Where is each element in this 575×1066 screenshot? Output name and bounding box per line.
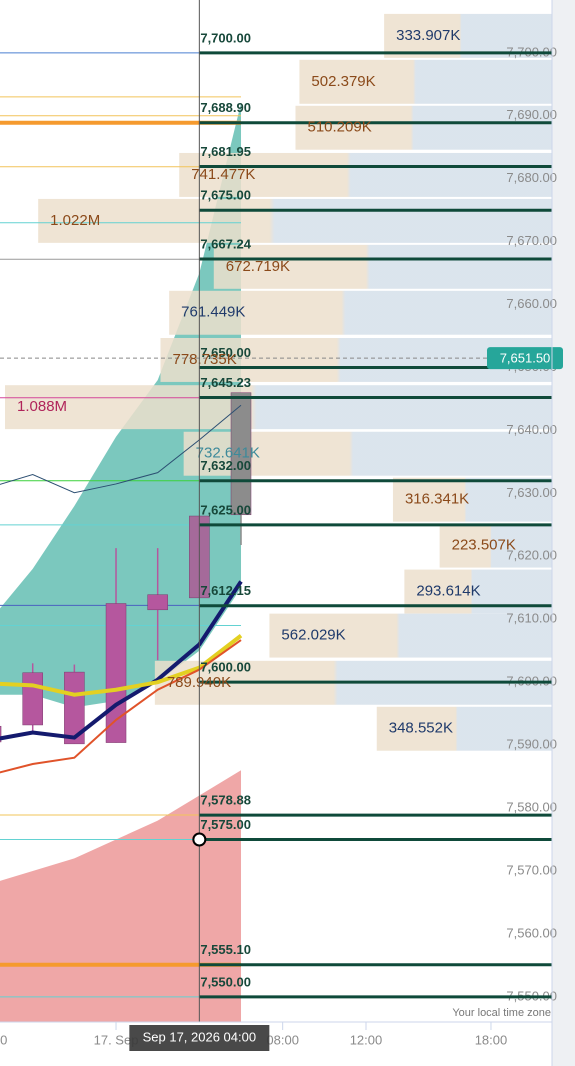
right-margin <box>552 0 575 1066</box>
x-tick-label: 12:00 <box>350 1032 383 1047</box>
candle-body <box>230 392 252 516</box>
volume-label: 1.022M <box>50 212 100 229</box>
y-tick-label: 7,660.00 <box>506 296 557 311</box>
level-label: 7,681.95 <box>200 144 251 159</box>
overlay: 7,550.00 7,560.00 7,570.00 7,580.00 7,590.00… <box>0 0 563 1066</box>
y-tick-label: 7,690.00 <box>506 107 557 122</box>
x-tick-label: 08:00 <box>266 1032 299 1047</box>
level-label: 7,575.00 <box>200 817 251 832</box>
y-tick-label: 7,630.00 <box>506 485 557 500</box>
level-label: 7,650.00 <box>200 345 251 360</box>
level-label: 7,667.24 <box>200 236 251 251</box>
volume-label: 502.379K <box>311 73 375 90</box>
volume-bar <box>299 59 552 104</box>
volume-label: 562.029K <box>281 627 345 644</box>
volume-bar <box>392 477 552 522</box>
crosshair-label: Sep 17, 2026 04:00 <box>143 1029 257 1044</box>
crosshair-point <box>192 832 207 847</box>
y-tick-label: 7,580.00 <box>506 799 557 814</box>
y-tick-label: 7,590.00 <box>506 737 557 752</box>
volume-bar <box>384 13 552 58</box>
current-price-label: 7,651.50 <box>500 351 551 366</box>
volume-bar <box>269 613 552 658</box>
x-tick-label: 20:00 <box>0 1032 7 1047</box>
volume-bar <box>5 385 552 430</box>
x-axis-area <box>0 1022 552 1066</box>
plot-area <box>0 13 552 1022</box>
crosshair-tooltip <box>129 1025 270 1051</box>
level-label: 7,550.00 <box>200 974 251 989</box>
volume-bar <box>169 290 552 335</box>
level-label: 7,645.23 <box>200 375 251 390</box>
level-label: 7,555.10 <box>200 942 251 957</box>
volume-label: 732.641K <box>196 445 260 462</box>
level-label: 7,700.00 <box>200 30 251 45</box>
volume-bar <box>179 152 552 197</box>
volume-label: 741.477K <box>191 166 255 183</box>
volume-label: 316.341K <box>405 491 469 508</box>
candle-body <box>0 725 2 743</box>
volume-label: 333.907K <box>396 27 460 44</box>
level-label: 7,612.15 <box>200 583 251 598</box>
x-tick-label: 18:00 <box>475 1032 508 1047</box>
volume-label: 223.507K <box>452 537 516 554</box>
candle-body <box>22 672 43 726</box>
band <box>0 770 242 1022</box>
level-label: 7,625.00 <box>200 502 251 517</box>
level-label: 7,600.00 <box>200 660 251 675</box>
volume-label: 510.209K <box>307 119 371 136</box>
volume-label: 672.719K <box>226 258 290 275</box>
volume-bar <box>213 244 552 289</box>
candle-body <box>147 594 168 611</box>
volume-bar <box>38 198 552 243</box>
volume-bar <box>160 337 552 382</box>
x-tick-label: 17. Sep <box>94 1032 139 1047</box>
band <box>0 103 242 708</box>
volume-bar <box>295 105 552 150</box>
level-label: 7,578.88 <box>200 793 251 808</box>
volume-label: 778.735K <box>172 351 236 368</box>
volume-label: 348.552K <box>389 720 453 737</box>
candle-body <box>64 671 85 745</box>
y-tick-label: 7,640.00 <box>506 422 557 437</box>
y-tick-label: 7,620.00 <box>506 548 557 563</box>
y-tick-label: 7,610.00 <box>506 611 557 626</box>
current-price-tag <box>487 347 563 370</box>
y-tick-label: 7,570.00 <box>506 862 557 877</box>
volume-label: 293.614K <box>416 583 480 600</box>
y-tick-label: 7,670.00 <box>506 233 557 248</box>
level-label: 7,632.00 <box>200 458 251 473</box>
y-tick-label: 7,560.00 <box>506 925 557 940</box>
time-zone-note: Your local time zone <box>452 1007 551 1019</box>
volume-bar <box>439 523 552 568</box>
volume-label: 1.088M <box>17 398 67 415</box>
volume-bar <box>376 706 552 751</box>
candle-body <box>105 603 127 743</box>
level-label: 7,675.00 <box>200 188 251 203</box>
level-label: 7,688.90 <box>200 100 251 115</box>
y-tick-label: 7,680.00 <box>506 170 557 185</box>
volume-label: 761.449K <box>181 304 245 321</box>
